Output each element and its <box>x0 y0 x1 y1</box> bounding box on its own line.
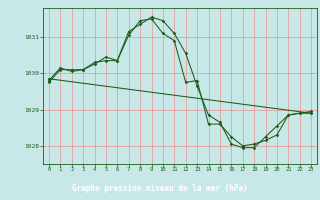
Text: Graphe pression niveau de la mer (hPa): Graphe pression niveau de la mer (hPa) <box>72 184 248 193</box>
